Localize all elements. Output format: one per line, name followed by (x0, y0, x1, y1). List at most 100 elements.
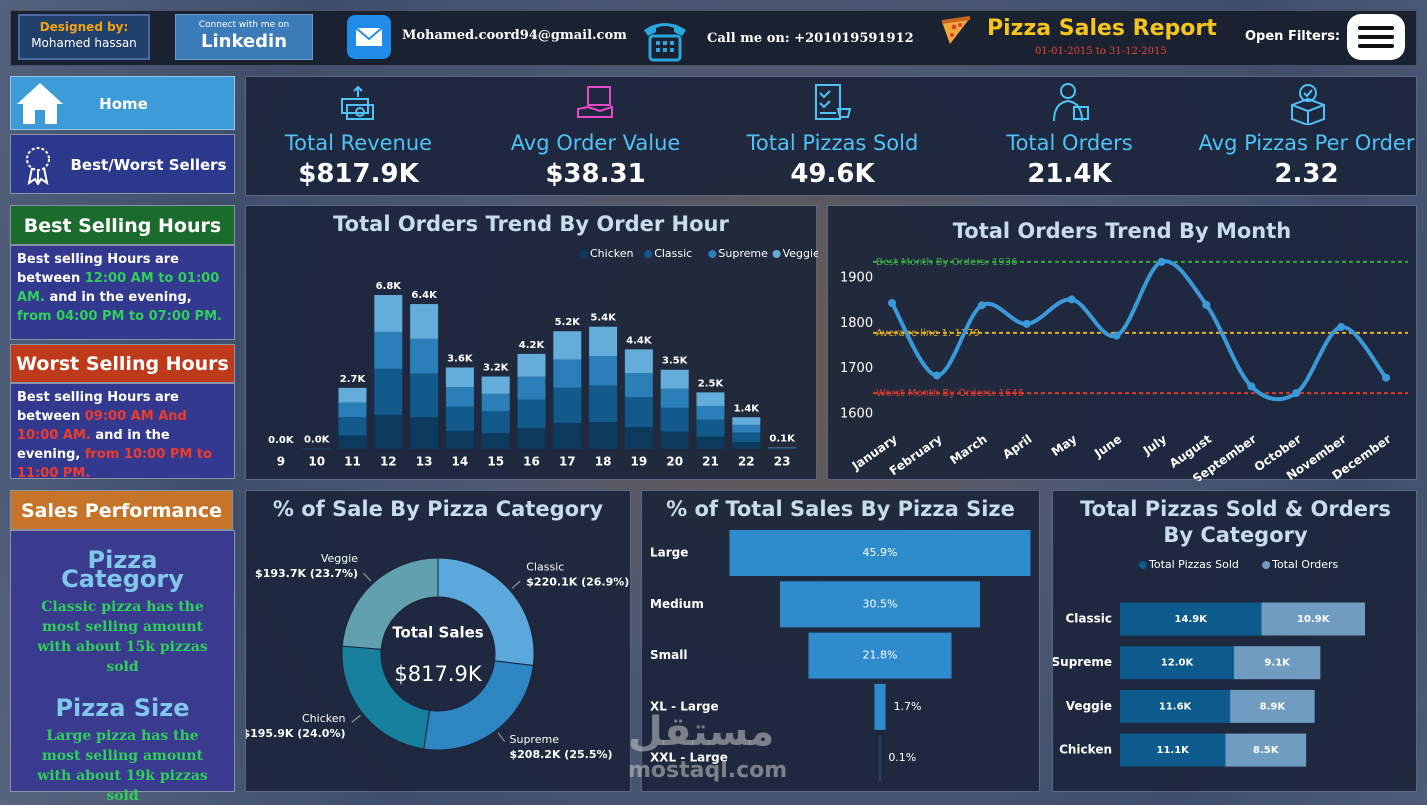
kpi-label: Avg Order Value (510, 131, 681, 155)
email-icon (347, 15, 391, 59)
bar-segment (553, 359, 582, 388)
kpi: Avg Order Value $38.31 (477, 131, 714, 189)
linkedin-button[interactable]: Connect with me on Linkedin (175, 14, 313, 60)
value-label: 0.1% (888, 751, 916, 764)
legend-swatch (1262, 561, 1271, 569)
bar-segment (338, 417, 367, 436)
bar-segment (1230, 689, 1315, 723)
point (1157, 257, 1166, 266)
value-label: 14.9K (1175, 614, 1209, 625)
category-bar-panel: Total Pizzas Sold & Orders By Category C… (1052, 490, 1417, 792)
highlight: 12:00 AM to 01:00 AM. (17, 271, 220, 305)
x-tick-label: July (1140, 432, 1169, 458)
category-label: XL - Large (650, 699, 719, 713)
kpi: Total Pizzas Sold 49.6K (714, 131, 951, 189)
x-tick-label: 13 (416, 455, 433, 469)
total-label: 6.4K (411, 290, 438, 301)
kpi-value: $817.9K (298, 159, 419, 189)
leader-line (363, 572, 372, 582)
bar-segment (589, 385, 618, 423)
point (1202, 300, 1211, 309)
worst-hours-title: Worst Selling Hours (10, 344, 235, 383)
x-tick-label: 21 (702, 455, 719, 469)
highlight: from 10:00 PM to 11:00 PM. (17, 447, 212, 481)
chart: 0.0K 9 0.0K 10 2.7K 11 6.8K 12 6.4K 13 3.6K 14 3.2K 1… (266, 247, 818, 469)
point (1292, 389, 1301, 398)
point (1112, 331, 1121, 340)
value-label: 8.9K (1260, 701, 1287, 712)
bar-segment (374, 415, 403, 449)
chart-title: % of Total Sales By Pizza Size (666, 497, 1015, 521)
category-label: Small (650, 648, 687, 662)
legend-label: Total Pizzas Sold (1148, 558, 1239, 571)
bar-segment (481, 433, 510, 449)
bar-segment (589, 356, 618, 386)
bar-segment (1120, 733, 1226, 767)
filters-label: Open Filters: (1245, 29, 1341, 44)
bar-segment (696, 419, 725, 437)
value-label: 9.1K (1264, 658, 1291, 669)
linkedin-caption: Connect with me on (198, 20, 290, 30)
category-label: XXL - Large (650, 751, 728, 765)
report-title: Pizza Sales Report (987, 16, 1217, 41)
filter-button[interactable] (1347, 14, 1405, 60)
text: Best selling Hours are between (17, 390, 179, 424)
bar-segment (481, 376, 510, 394)
bar-segment (624, 373, 653, 398)
total-label: 3.6K (447, 353, 474, 364)
text: and in the evening, (17, 428, 170, 462)
text: Best selling Hours are between (17, 252, 179, 286)
best-hours-title: Best Selling Hours (10, 205, 235, 245)
x-tick-label: 12 (380, 455, 397, 469)
bar (879, 735, 881, 782)
bar-segment (1225, 733, 1307, 767)
bar-segment (732, 417, 761, 425)
category-label: Large (650, 546, 688, 560)
bar-segment (338, 387, 367, 403)
best-hours-text: Best selling Hours are between 12:00 AM … (10, 245, 235, 340)
watermark: مستقل (628, 709, 775, 755)
y-tick-label: 1600 (840, 406, 873, 421)
x-tick-label: June (1091, 432, 1124, 461)
value-label: 11.6K (1159, 701, 1193, 712)
point (888, 299, 896, 308)
x-tick-label: 14 (452, 455, 469, 469)
best-worst-button[interactable]: Best/Worst Sellers (10, 134, 235, 194)
home-button[interactable]: Home (10, 76, 235, 130)
kpi-label: Total Pizzas Sold (746, 131, 919, 155)
designer-name: Mohamed hassan (31, 36, 137, 50)
insight: Large pizza has the most selling amount … (37, 728, 208, 804)
x-tick-label: 20 (666, 455, 683, 469)
total-label: 4.2K (519, 340, 546, 351)
total-label: 3.5K (662, 356, 689, 367)
bar-segment (696, 392, 725, 406)
total-label: 0.0K (268, 435, 295, 446)
bar-segment (410, 304, 439, 339)
legend-swatch (772, 250, 781, 258)
bar-segment (445, 406, 474, 432)
phone: Call me on: +201019591912 (707, 31, 914, 46)
point (1382, 373, 1390, 382)
bar-segment (517, 428, 546, 449)
value-label: 11.1K (1156, 745, 1190, 756)
x-tick-label: 18 (595, 455, 612, 469)
reference-label: Worst Month By Orders: 1646 (876, 388, 1024, 399)
nav-label: Best/Worst Sellers (70, 156, 227, 174)
center-value: $817.9K (394, 662, 482, 686)
sales-performance-title: Sales Performance (10, 490, 233, 530)
slice-value: $220.1K (26.9%) (526, 576, 629, 589)
leader-line (497, 732, 506, 742)
nav-label: Home (99, 95, 148, 113)
kpi-icon (1291, 84, 1325, 125)
bar-segment (338, 402, 367, 418)
bar (808, 632, 952, 679)
x-tick-label: 23 (774, 455, 791, 469)
x-tick-label: April (1000, 432, 1034, 462)
bar-segment (660, 431, 689, 449)
chart: Classic 14.9K 10.9K Supreme 12.0K 9.1K Veggie 1… (1053, 558, 1365, 767)
bar-segment (1120, 646, 1234, 680)
slice-value: $193.7K (23.7%) (255, 567, 358, 580)
leader-line (351, 715, 361, 723)
heading: Pizza Size (55, 694, 190, 722)
